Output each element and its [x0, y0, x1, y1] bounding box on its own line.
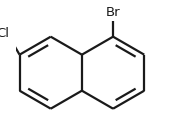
Text: Br: Br	[106, 6, 120, 19]
Text: Cl: Cl	[0, 27, 10, 40]
